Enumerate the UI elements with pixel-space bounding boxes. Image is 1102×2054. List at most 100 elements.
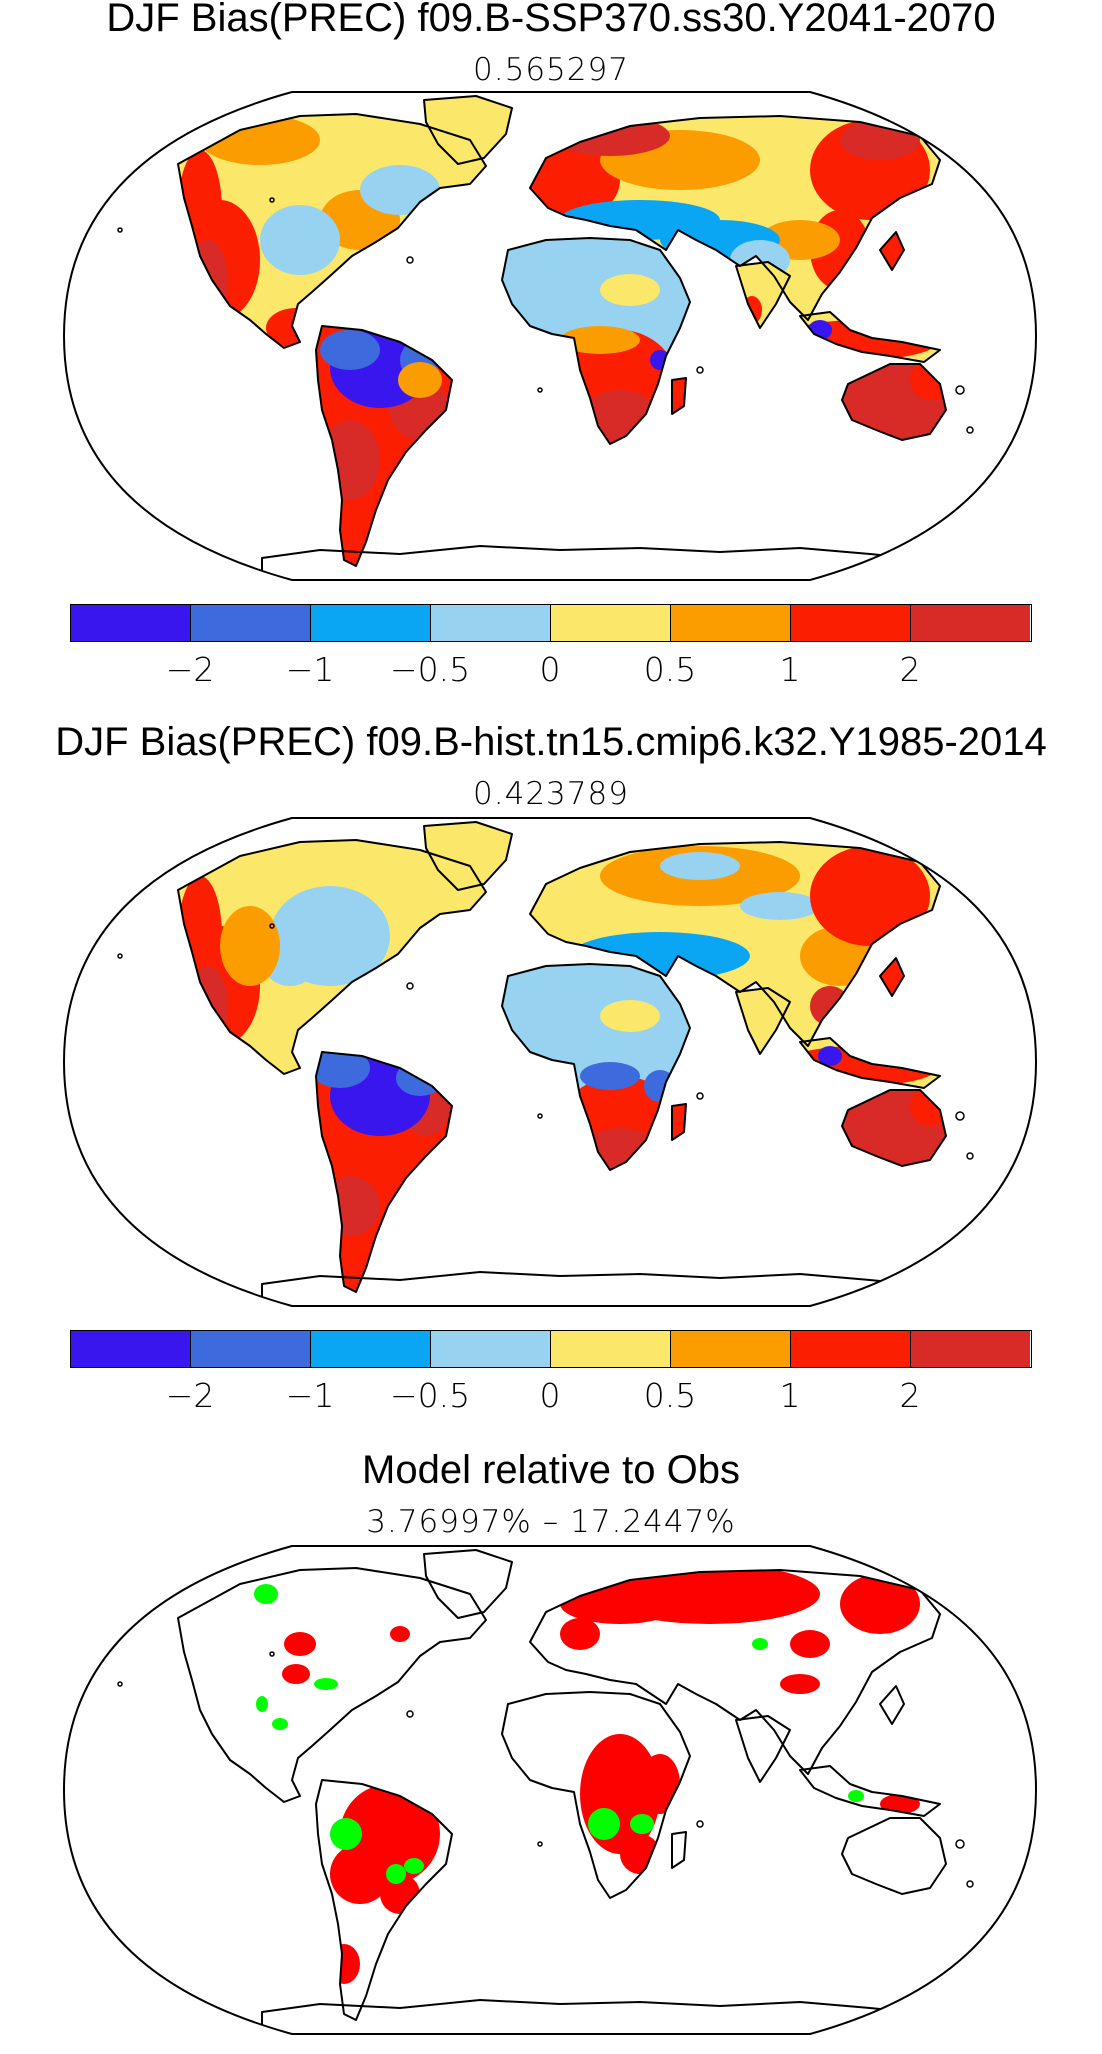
coastline-india <box>735 1715 791 1783</box>
precip-patch <box>818 1046 842 1066</box>
panel-1-subtitle: 0.565297 <box>473 52 629 88</box>
coastline-samerica <box>315 1779 453 2021</box>
coastline-seasia <box>799 1037 941 1089</box>
island-coastline <box>537 387 543 393</box>
coastline-namerica <box>177 839 487 1075</box>
precip-region-africa <box>588 1808 654 1840</box>
island-coastline <box>966 1880 974 1888</box>
precip-region-samerica <box>330 1818 424 1884</box>
colorbar-swatch <box>790 604 910 642</box>
precip-patch <box>390 1626 410 1642</box>
island-coastline <box>117 1681 123 1687</box>
precip-patch <box>660 852 740 880</box>
colorbar-tick-label: −0.5 <box>389 650 471 689</box>
island-coastline <box>696 1820 704 1828</box>
colorbar-swatch <box>430 604 550 642</box>
colorbar-divider <box>310 604 311 642</box>
colorbar-swatch <box>790 1330 910 1368</box>
precip-patch <box>840 1574 920 1634</box>
precip-patch <box>630 1814 654 1834</box>
colorbar-divider <box>550 1330 551 1368</box>
colorbar-swatch <box>190 604 310 642</box>
precip-patch <box>256 1696 268 1712</box>
precip-patch <box>848 1790 864 1802</box>
island-coastline <box>696 1092 704 1100</box>
coastline-india <box>735 261 791 329</box>
precip-region-samerica <box>398 362 442 398</box>
colorbar-tick-label: 0.5 <box>643 650 697 689</box>
colorbar-tick-label: 0.5 <box>643 1376 697 1415</box>
coastline-samerica <box>315 325 453 567</box>
coastline-greenland <box>423 1549 513 1619</box>
precip-region-africa <box>600 1000 660 1032</box>
precip-region-seasia <box>848 1790 864 1802</box>
colorbar-swatch <box>910 604 1030 642</box>
colorbar-divider <box>670 604 671 642</box>
colorbar-divider <box>430 604 431 642</box>
panel-1-colorbar: −2 −1 −0.5 0 0.5 1 2 <box>70 604 1032 689</box>
precip-patch <box>320 330 380 370</box>
island-coastline <box>117 953 123 959</box>
precip-patch <box>314 1678 338 1690</box>
coastline-antarctica <box>261 1271 931 1306</box>
coastline-eurasia <box>529 841 941 1047</box>
island-coastline <box>269 1651 275 1657</box>
precip-patch <box>790 1630 830 1658</box>
island-coastline <box>966 426 974 434</box>
colorbar-divider <box>310 1330 311 1368</box>
precip-region-madagascar <box>672 378 686 414</box>
precip-patch <box>740 892 820 920</box>
map-projection-outline <box>62 1545 1038 2035</box>
colorbar-tick-label: −1 <box>285 650 335 689</box>
precip-patch <box>330 1844 390 1904</box>
coastline-madagascar <box>671 1103 687 1141</box>
colorbar-divider <box>550 604 551 642</box>
precip-patch <box>220 906 280 986</box>
island-coastline <box>955 1839 965 1849</box>
colorbar-divider <box>910 604 911 642</box>
coastline-eurasia <box>529 115 941 321</box>
panel-1-map <box>0 80 1102 600</box>
colorbar-divider <box>790 1330 791 1368</box>
panel-3-map <box>0 1534 1102 2054</box>
precip-region-eurasia <box>560 1570 920 1694</box>
colorbar-tick-label: 0 <box>539 650 561 689</box>
panel-2-subtitle: 0.423789 <box>473 776 629 812</box>
colorbar-swatch <box>310 604 430 642</box>
colorbar-swatch <box>430 1330 550 1368</box>
island-coastline <box>406 982 414 990</box>
coastline-greenland <box>423 821 513 891</box>
island-coastline <box>955 385 965 395</box>
precip-patch <box>284 1632 316 1656</box>
island-coastline <box>966 1152 974 1160</box>
precip-region-seasia <box>818 1046 842 1066</box>
precip-region-africa <box>560 326 640 354</box>
coastline-greenland <box>423 95 513 165</box>
coastline-seasia <box>799 1765 941 1817</box>
colorbar-swatch <box>670 1330 790 1368</box>
colorbar-swatch <box>70 1330 190 1368</box>
colorbar-tick-label: −2 <box>165 650 215 689</box>
colorbar-tick-label: −2 <box>165 1376 215 1415</box>
coastline-africa <box>501 963 691 1171</box>
precip-patch <box>260 205 340 275</box>
colorbar-divider <box>430 1330 431 1368</box>
map-projection-outline <box>62 817 1038 1307</box>
precip-patch <box>600 1000 660 1032</box>
island-coastline <box>269 197 275 203</box>
precip-patch <box>386 1864 406 1884</box>
precip-patch <box>580 1062 640 1090</box>
colorbar-tick-label: −0.5 <box>389 1376 471 1415</box>
coastline-australia <box>841 363 947 441</box>
precip-patch <box>588 1808 620 1840</box>
precip-patch <box>560 326 640 354</box>
coastline-eurasia <box>529 1569 941 1775</box>
precip-patch <box>752 1638 768 1650</box>
colorbar-swatch <box>70 604 190 642</box>
panel-2-title: DJF Bias(PREC) f09.B-hist.tn15.cmip6.k32… <box>55 720 1047 764</box>
precip-patch <box>404 1858 424 1874</box>
precip-patch <box>560 1584 680 1624</box>
coastline-australia <box>841 1089 947 1167</box>
coastline-namerica <box>177 113 487 349</box>
colorbar-divider <box>790 604 791 642</box>
